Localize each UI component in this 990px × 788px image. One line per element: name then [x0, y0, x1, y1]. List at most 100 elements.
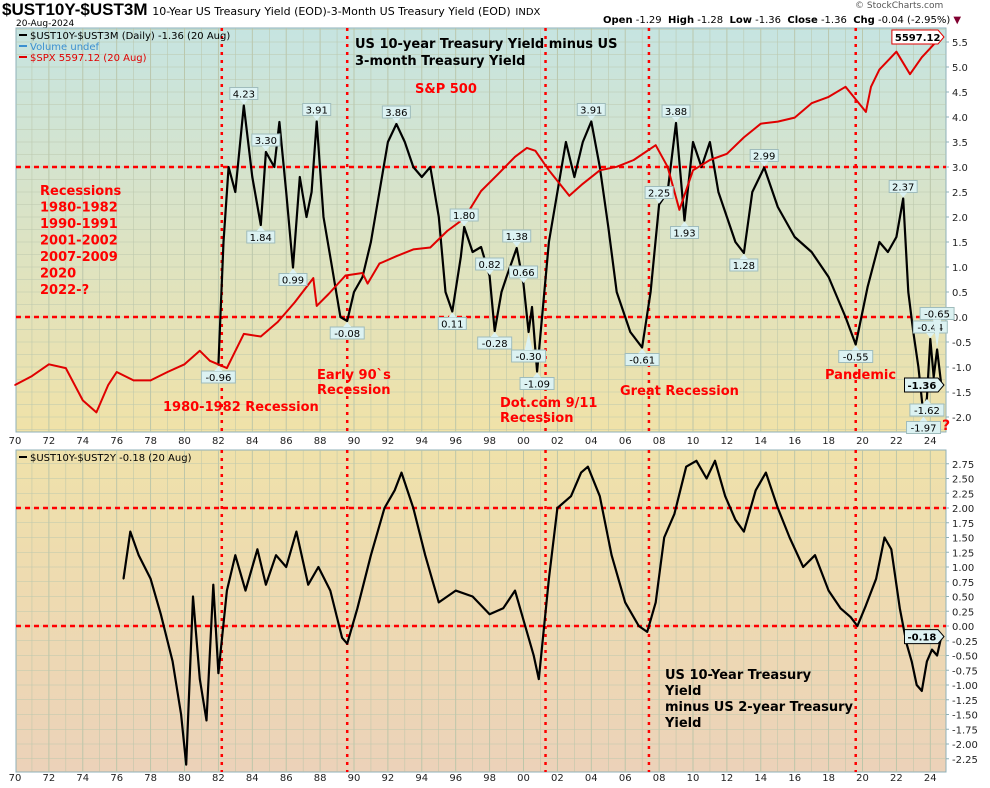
value-callout-pointer — [851, 345, 860, 351]
y-tick-label: 1.75 — [952, 519, 974, 530]
x-tick-label: 10 — [687, 773, 700, 784]
value-callout-pointer — [922, 399, 931, 404]
y-tick-label: 5.0 — [952, 63, 968, 74]
spread-point — [259, 224, 262, 226]
annotation-1980-recession: 1980-1982 Recession — [163, 400, 319, 415]
lower-chart-title: minus US 2-year Treasury — [665, 700, 854, 715]
spx-point — [412, 248, 415, 251]
y-tick-label: 3.5 — [952, 138, 968, 149]
value-callout-label: -0.28 — [482, 339, 508, 350]
annotation-recessions: 1990-1991 — [40, 217, 118, 232]
spread-point — [926, 660, 928, 663]
legend-swatch — [19, 34, 27, 36]
x-tick-label: 72 — [43, 773, 56, 784]
spread-point — [907, 291, 910, 293]
open-value: -1.29 — [635, 15, 662, 26]
y-tick-label: 2.25 — [952, 489, 974, 500]
spx-point — [115, 371, 118, 373]
spx-point — [31, 375, 33, 377]
spread-point — [776, 206, 779, 208]
spread-point — [883, 536, 886, 539]
x-tick-label: 96 — [449, 436, 462, 447]
value-callout-label: 4.23 — [233, 90, 255, 101]
spread-point — [514, 589, 516, 592]
spread-point — [692, 141, 694, 143]
spread-point — [887, 251, 889, 253]
spx-point — [14, 384, 16, 386]
spread-point — [570, 495, 572, 498]
open-label: Open — [603, 15, 633, 26]
spread-point — [524, 625, 526, 627]
x-tick-label: 90 — [348, 436, 361, 447]
spx-point — [776, 120, 779, 123]
x-tick-label: 04 — [585, 436, 598, 447]
spread-point — [709, 141, 711, 143]
lower-chart-title: Yield — [664, 684, 701, 699]
y-tick-label: 4.0 — [952, 113, 968, 124]
value-callout-label: -0.65 — [924, 310, 950, 321]
value-callout-pointer — [919, 416, 928, 422]
spread-point — [159, 613, 162, 615]
y-tick-label: 2.50 — [952, 475, 974, 486]
spread-point — [926, 397, 928, 399]
x-tick-label: 08 — [653, 436, 666, 447]
x-tick-label: 12 — [721, 436, 734, 447]
x-tick-label: 78 — [144, 436, 157, 447]
x-tick-label: 00 — [517, 773, 530, 784]
spread-point — [844, 316, 847, 318]
spx-point — [615, 165, 618, 168]
spread-point — [505, 276, 508, 278]
y-tick-label: -0.75 — [952, 666, 978, 677]
plot-area-0 — [15, 27, 947, 433]
spread-point — [317, 566, 320, 568]
x-tick-label: 74 — [76, 773, 89, 784]
ohlc-bar: Open -1.29 High -1.28 Low -1.36 Close -1… — [603, 14, 961, 27]
spread-point — [451, 310, 454, 313]
exchange: INDX — [515, 7, 541, 18]
x-tick-label: 10 — [687, 436, 700, 447]
spx-point — [793, 116, 796, 119]
x-tick-label: 22 — [890, 436, 903, 447]
value-callout-pointer — [214, 366, 223, 371]
value-callout-pointer — [672, 117, 681, 122]
spread-point — [754, 489, 757, 492]
spread-point — [827, 589, 830, 592]
spread-point — [212, 583, 215, 586]
y-tick-label: -1.00 — [952, 681, 978, 692]
legend-swatch — [19, 56, 27, 58]
spread-point — [849, 616, 852, 618]
y-tick-label: 5.5 — [952, 38, 968, 49]
value-callout-pointer — [587, 115, 596, 121]
chg-label: Chg — [853, 15, 875, 26]
spread-point — [765, 471, 767, 474]
spread-point — [565, 141, 567, 143]
spread-point — [322, 216, 325, 218]
y-tick-label: 2.00 — [952, 504, 974, 515]
value-callout-pointer — [343, 322, 352, 327]
spx-point — [344, 274, 347, 277]
x-tick-label: 88 — [314, 436, 327, 447]
y-tick-label: 1.5 — [952, 238, 968, 249]
x-tick-label: 98 — [483, 773, 496, 784]
value-callout-label: -0.55 — [843, 353, 869, 364]
x-tick-label: 76 — [110, 436, 123, 447]
spread-point — [256, 548, 259, 551]
spread-point — [244, 589, 247, 592]
spread-point — [285, 191, 288, 193]
annotation-early-90s-recession: Early 90`s — [317, 368, 391, 383]
value-callout-label: 2.37 — [892, 183, 914, 194]
spread-point — [734, 241, 737, 243]
spread-point — [810, 251, 813, 253]
spread-point — [393, 489, 396, 492]
spread-point — [471, 595, 474, 598]
spx-point — [810, 102, 813, 105]
y-tick-label: 3.0 — [952, 163, 968, 174]
annotation-recessions: 2022-? — [40, 283, 89, 298]
spx-point — [276, 321, 279, 323]
value-callout-label: 1.84 — [250, 233, 272, 244]
spread-point — [610, 554, 613, 556]
spread-point — [395, 123, 398, 125]
spx-point — [548, 169, 550, 172]
legend-entry: Volume undef — [30, 42, 100, 53]
